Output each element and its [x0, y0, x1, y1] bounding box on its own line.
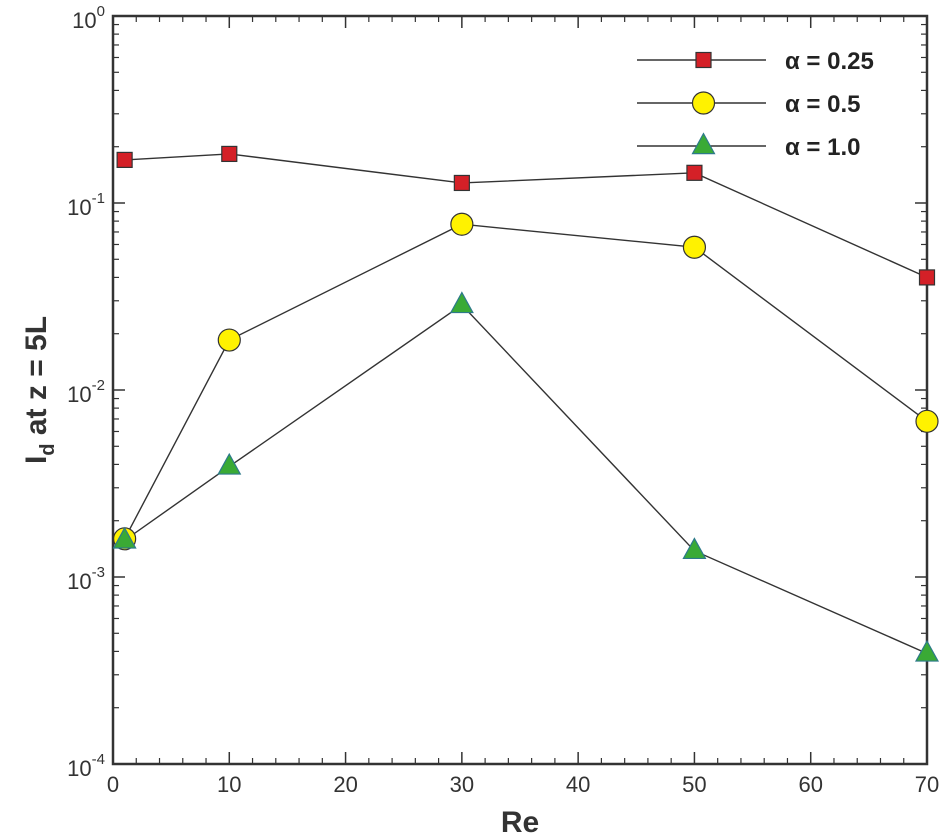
legend-marker — [695, 51, 712, 69]
y-axis-title-main: I — [20, 456, 53, 464]
y-tick-label-exponent: -3 — [92, 564, 105, 581]
y-tick-label-base: 10 — [67, 569, 91, 594]
y-tick-label-exponent: -2 — [92, 377, 105, 394]
data-point-square — [221, 145, 238, 163]
data-point-triangle — [112, 526, 137, 549]
series-line-circle — [124, 223, 928, 540]
data-point-circle — [450, 212, 474, 236]
y-tick-label-base: 10 — [67, 756, 91, 781]
series-line-triangle — [124, 304, 928, 655]
x-tick-label: 10 — [217, 772, 241, 797]
series-layer — [112, 145, 940, 662]
legend-label: α = 0.25 — [785, 48, 874, 75]
y-tick-label-base: 10 — [72, 8, 96, 33]
legend-label: α = 0.5 — [785, 91, 860, 118]
plot-frame — [111, 14, 929, 766]
y-tick-label-base: 10 — [67, 195, 91, 220]
x-tick-labels: 0 10 20 30 40 50 60 70 — [107, 772, 939, 797]
data-point-square — [453, 174, 470, 192]
y-axis-title: Id at z = 5L — [20, 316, 59, 464]
x-tick-label: 30 — [450, 772, 474, 797]
y-tick-label: 10-3 — [67, 564, 105, 594]
legend-entry-triangle: α = 1.0 — [637, 132, 860, 161]
y-tick-label-base: 10 — [67, 382, 91, 407]
data-point-triangle — [914, 639, 940, 662]
y-axis-title-rest: at z = 5L — [20, 316, 53, 444]
data-point-triangle — [217, 452, 242, 475]
data-point-circle — [915, 409, 939, 433]
data-point-square — [116, 151, 133, 169]
data-point-square — [918, 269, 936, 286]
legend-marker — [691, 132, 716, 155]
legend-entry-square: α = 0.25 — [637, 48, 874, 75]
x-tick-label: 40 — [566, 772, 590, 797]
y-tick-label: 100 — [72, 3, 105, 33]
legend-label: α = 1.0 — [785, 134, 860, 161]
x-tick-label: 70 — [915, 772, 939, 797]
x-axis-title: Re — [501, 806, 539, 834]
legend: α = 0.25 α = 0.5 α = 1.0 — [637, 48, 874, 161]
x-tick-label: 20 — [333, 772, 357, 797]
y-tick-label: 10-1 — [67, 190, 105, 220]
y-tick-label-exponent: -4 — [92, 751, 105, 768]
x-tick-label: 50 — [682, 772, 706, 797]
x-tick-label: 60 — [798, 772, 822, 797]
y-tick-label-exponent: -1 — [92, 190, 105, 207]
y-tick-label-exponent: 0 — [97, 3, 105, 20]
data-point-triangle — [449, 291, 474, 314]
data-point-triangle — [682, 537, 707, 560]
y-tick-label: 10-2 — [67, 377, 105, 407]
series-line-square — [124, 153, 928, 279]
y-tick-label: 10-4 — [67, 751, 105, 781]
y-axis-title-sub: d — [37, 443, 59, 455]
legend-entry-circle: α = 0.5 — [637, 91, 860, 118]
data-point-square — [686, 164, 703, 181]
x-tick-label: 0 — [107, 772, 119, 797]
data-point-circle — [682, 235, 707, 259]
minor-ticks — [113, 16, 927, 764]
data-point-circle — [217, 328, 241, 352]
legend-marker — [691, 91, 716, 115]
major-ticks — [112, 15, 928, 765]
